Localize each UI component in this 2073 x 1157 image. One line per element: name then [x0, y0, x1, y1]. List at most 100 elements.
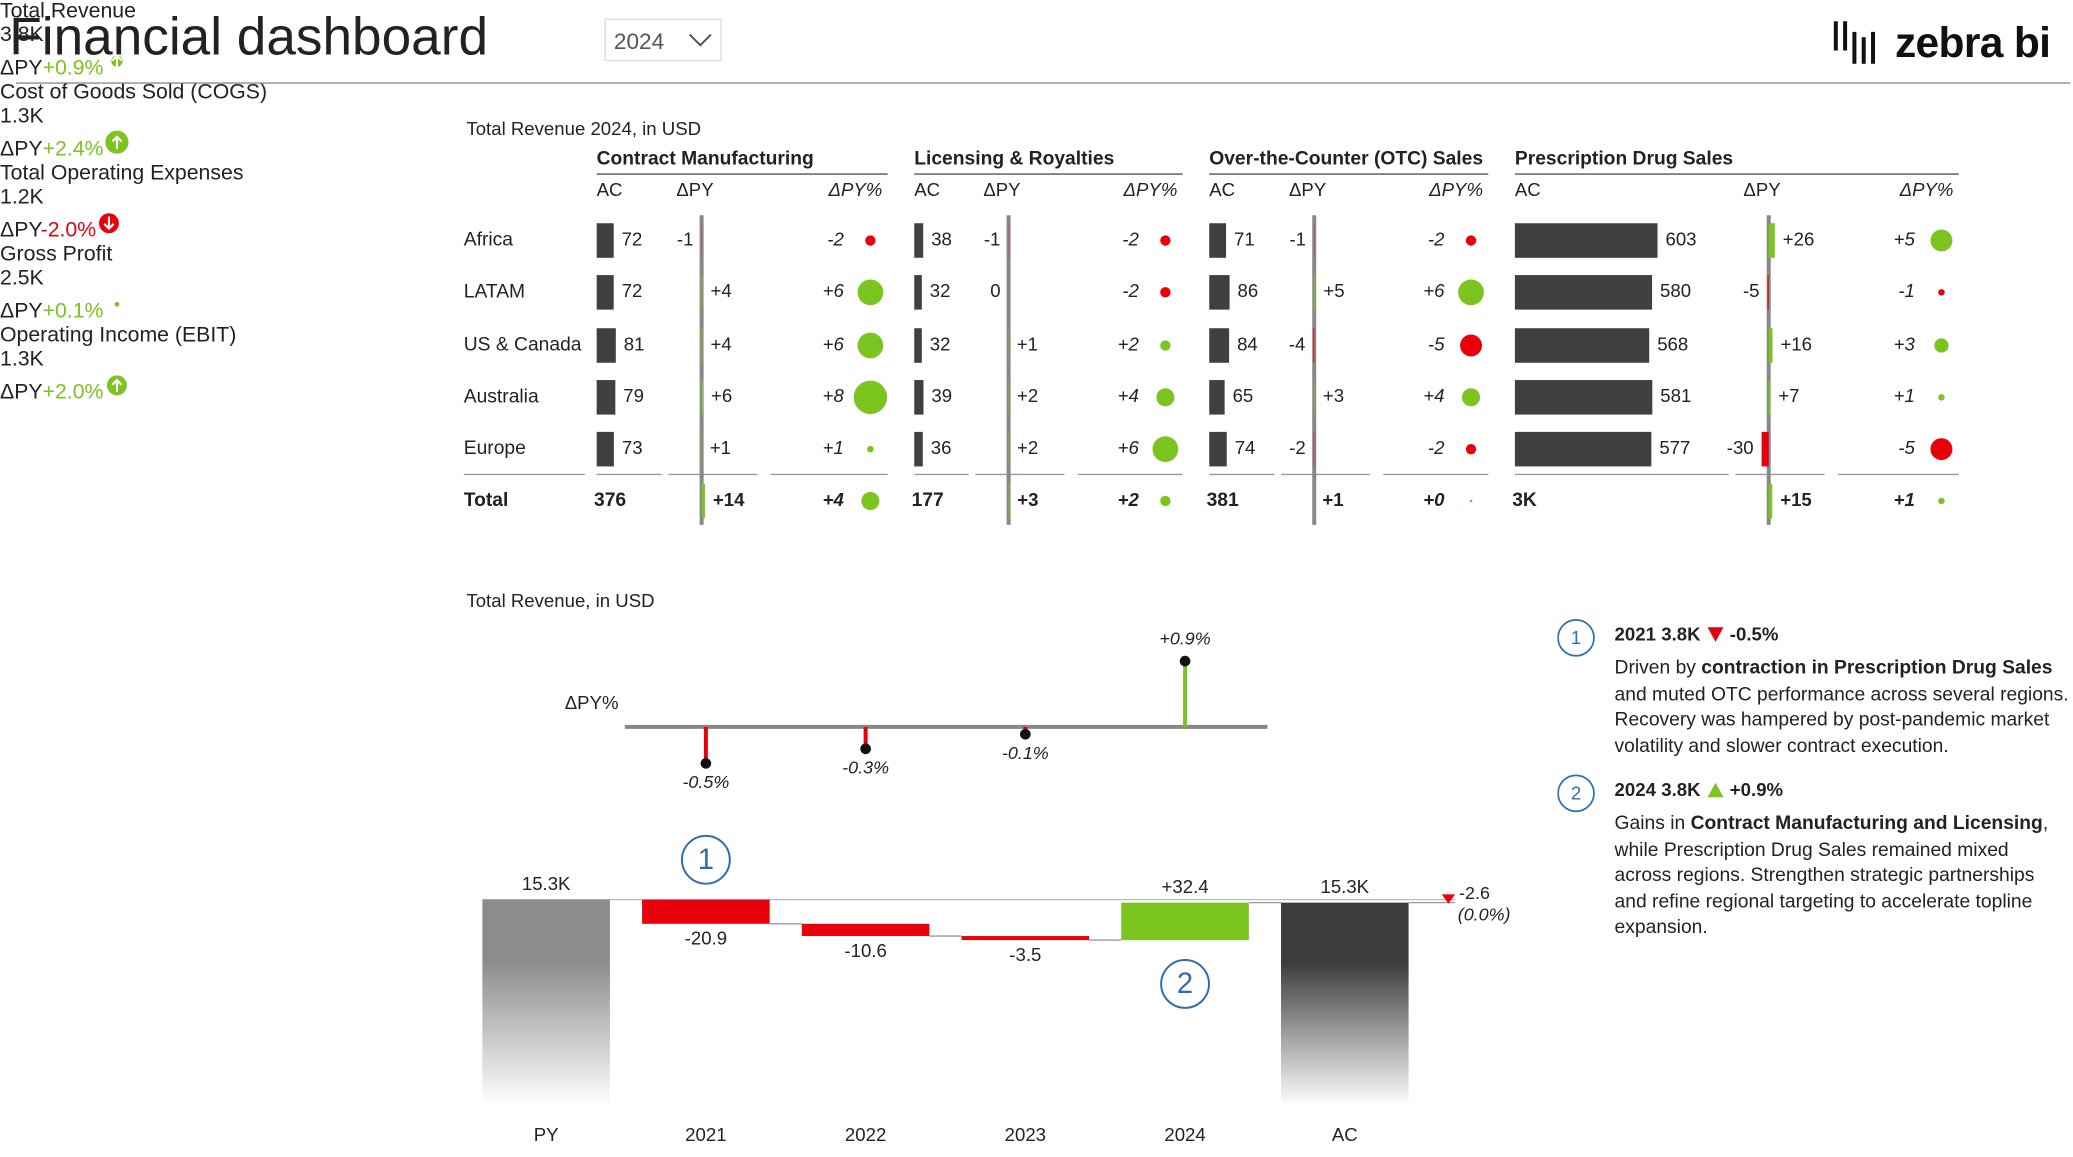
header-rule [15, 82, 2071, 84]
dpy-pct-dot [867, 445, 874, 453]
kpi-delta: ΔPY+2.0% [0, 372, 2073, 405]
total-ac: 381 [1207, 490, 1239, 511]
ac-label: 71 [1234, 228, 1255, 249]
dpy-pct-label: +3 [1894, 333, 1916, 354]
dpy-pct-label: +5 [1894, 228, 1916, 249]
note-text-segment: Gains in [1614, 813, 1691, 835]
dpy-label: +26 [1783, 228, 1815, 249]
dpy-pct-dot [1465, 235, 1477, 246]
dpy-pct-label: +6 [823, 280, 845, 301]
x-tick-label: 2024 [1164, 1124, 1205, 1145]
dpy-label: +1 [1017, 333, 1038, 354]
dpy-bar [1761, 431, 1769, 467]
ac-label: 86 [1238, 280, 1259, 301]
dpy-pct-dot [1458, 279, 1484, 306]
ac-label: 32 [930, 280, 951, 301]
ac-bar [1209, 431, 1227, 467]
dpy-bar [1008, 483, 1010, 519]
ac-bar [1209, 328, 1230, 363]
dpy-bar [1314, 275, 1316, 310]
ac-label: 72 [622, 280, 643, 301]
kpi-title: Total Operating Expenses [0, 162, 244, 185]
note-text-segment: Contract Manufacturing and Licensing [1690, 813, 2043, 835]
chevron-icon [688, 33, 712, 47]
ac-label: 603 [1665, 228, 1696, 249]
x-tick-label: 2023 [1005, 1124, 1046, 1145]
column-header: AC [1209, 179, 1235, 200]
ac-bar [1514, 380, 1653, 415]
dpy-pct-label: -2 [827, 228, 844, 249]
lollipop-label: -0.1% [1002, 743, 1049, 763]
total-label: 15.3K [522, 873, 571, 894]
difference-marker [1441, 894, 1456, 904]
kpi-card: Operating Income (EBIT) 1.3K ΔPY+2.0% [0, 324, 2073, 405]
x-tick-label: PY [534, 1124, 559, 1145]
dpy-pct-dot [1160, 495, 1171, 507]
note-marker: 1 [1557, 619, 1595, 657]
column-header: ΔPY% [828, 179, 883, 200]
dpy-pct-label: +4 [823, 489, 845, 510]
dpy-pct-label: +1 [823, 437, 844, 458]
kpi-delta-name: ΔPY [0, 138, 43, 161]
ac-label: 73 [622, 437, 643, 458]
dpy-label: +7 [1778, 385, 1799, 406]
dpy-pct-label: +2 [1118, 489, 1140, 510]
note-marker-circle [1557, 774, 1595, 813]
ac-bar [914, 328, 922, 363]
kpi-card: Total Operating Expenses 1.2K ΔPY-2.0% [0, 162, 2073, 243]
column-header: ΔPY [1743, 179, 1780, 200]
lollipop-label: -0.5% [682, 772, 729, 792]
dpy-label: +2 [1017, 385, 1038, 406]
note-trend-triangle [1707, 782, 1724, 798]
dpy-pct-label: +4 [1423, 385, 1444, 406]
ac-bar [1209, 275, 1230, 310]
dpy-label: -1 [677, 228, 694, 249]
total-ac: 177 [912, 490, 944, 511]
difference-label: -2.6 [1459, 883, 1490, 903]
kpi-delta-value: +2.4% [42, 138, 104, 161]
ac-label: 36 [931, 437, 952, 458]
ac-bar [1209, 223, 1227, 258]
kpi-card: Cost of Goods Sold (COGS) 1.3K ΔPY+2.4% [0, 81, 2073, 162]
delta-label: -20.9 [685, 928, 727, 949]
ac-bar [596, 275, 614, 310]
x-tick-label: 2021 [685, 1124, 726, 1145]
total-bar [1281, 902, 1409, 1106]
dpy-pct-dot [1934, 338, 1949, 353]
kpi-delta-value: +0.1% [42, 300, 104, 323]
row-label: Europe [464, 438, 526, 459]
kpi-title: Gross Profit [0, 243, 113, 266]
kpi-value: 3.8K [0, 23, 44, 47]
note-text-segment: , while Prescription Drug Sales remained… [1614, 813, 2049, 939]
group-title: Licensing & Royalties [914, 149, 1114, 170]
dpy-pct-dot [861, 491, 880, 511]
x-tick-label: 2022 [845, 1124, 886, 1145]
ac-bar [1514, 328, 1650, 363]
dpy-pct-dot [1938, 289, 1945, 296]
group-title: Contract Manufacturing [597, 149, 814, 170]
kpi-delta-name: ΔPY [0, 381, 43, 404]
kpi-column: Total Revenue 3.8K ΔPY+0.9% Cost of Goods S… [0, 0, 2073, 405]
column-header: ΔPY [1289, 179, 1326, 200]
kpi-delta-arrow [104, 216, 115, 231]
kpi-delta-icon [114, 301, 120, 307]
dpy-pct-dot [1930, 438, 1953, 461]
delta-label: -10.6 [844, 940, 886, 961]
ac-label: 74 [1235, 437, 1256, 458]
dpy-pct-dot [1156, 388, 1175, 407]
note-text-segment: and muted OTC performance across several… [1614, 683, 2069, 757]
dpy-label: -5 [1743, 280, 1760, 301]
row-label: LATAM [464, 281, 525, 302]
ac-bar [596, 223, 614, 258]
year-select[interactable]: 2024 [604, 18, 722, 62]
kpi-delta-icon [106, 375, 127, 396]
dpy-pct-dot [857, 332, 884, 359]
dpy-pct-dot [1462, 388, 1481, 407]
ac-bar [1514, 223, 1658, 258]
dpy-pct-dot [1465, 443, 1477, 455]
note-delta: -0.5% [1729, 623, 1779, 645]
kpi-delta-arrow [111, 135, 123, 149]
dpy-label: +4 [711, 280, 732, 301]
dpy-label: +16 [1780, 333, 1812, 354]
ac-label: 81 [624, 333, 645, 354]
